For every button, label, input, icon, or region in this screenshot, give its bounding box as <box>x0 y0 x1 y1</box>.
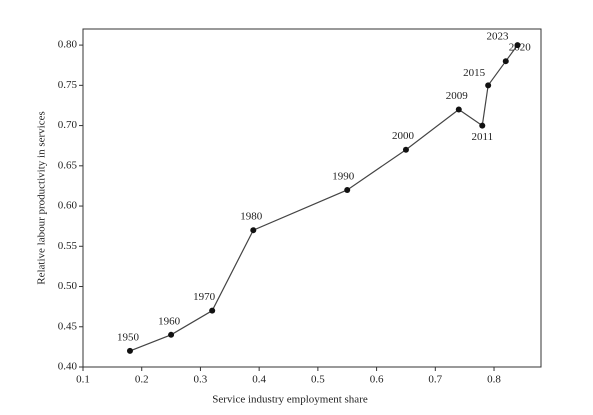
point-label: 1960 <box>158 315 181 327</box>
data-point <box>455 106 462 113</box>
data-point <box>209 307 216 314</box>
x-axis-label: Service industry employment share <box>212 394 368 406</box>
data-point <box>402 146 409 153</box>
data-point <box>168 331 175 338</box>
data-point <box>126 347 133 354</box>
data-point <box>479 122 486 129</box>
data-point <box>502 58 509 65</box>
x-tick-label: 0.2 <box>135 374 149 386</box>
point-label: 2011 <box>471 131 493 143</box>
y-tick-label: 0.60 <box>58 200 78 212</box>
x-tick-label: 0.6 <box>370 374 384 386</box>
y-tick-label: 0.40 <box>58 361 78 373</box>
plot-frame <box>82 28 542 368</box>
x-tick-label: 0.4 <box>252 374 266 386</box>
point-label: 2023 <box>487 31 510 43</box>
x-tick-label: 0.8 <box>487 374 501 386</box>
y-tick-label: 0.55 <box>58 240 78 252</box>
x-tick-label: 0.3 <box>194 374 208 386</box>
x-tick-label: 0.5 <box>311 374 325 386</box>
y-tick-label: 0.80 <box>58 39 78 51</box>
y-tick-label: 0.45 <box>58 320 78 332</box>
x-tick-label: 0.1 <box>76 374 90 386</box>
data-point <box>514 42 521 49</box>
point-label: 2000 <box>392 130 415 142</box>
data-point <box>485 82 492 89</box>
data-point <box>344 186 351 193</box>
y-tick-label: 0.50 <box>58 280 78 292</box>
point-label: 1980 <box>240 211 263 223</box>
x-tick-label: 0.7 <box>428 374 442 386</box>
y-tick-label: 0.65 <box>58 159 78 171</box>
point-label: 1990 <box>332 170 355 182</box>
point-label: 2020 <box>509 42 532 54</box>
data-point <box>250 227 257 234</box>
y-axis-label: Relative labour productivity in services <box>36 111 48 285</box>
y-tick-label: 0.75 <box>58 79 78 91</box>
point-label: 1950 <box>117 331 140 343</box>
y-tick-label: 0.70 <box>58 119 78 131</box>
point-label: 2015 <box>463 67 486 79</box>
point-label: 1970 <box>193 291 216 303</box>
point-label: 2009 <box>446 90 469 102</box>
